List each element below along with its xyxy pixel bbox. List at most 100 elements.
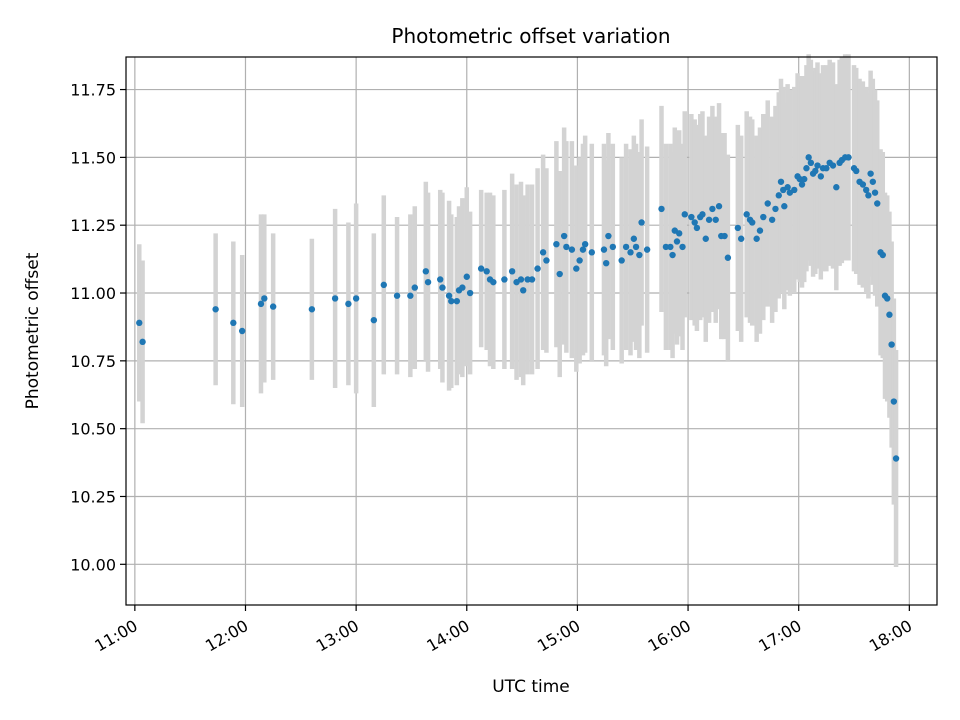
data-point [508, 268, 516, 275]
data-point [556, 270, 563, 278]
y-tick-label: 10.25 [70, 487, 116, 506]
data-point [734, 224, 742, 232]
data-points [136, 154, 900, 462]
data-point [865, 192, 872, 199]
data-point [869, 178, 877, 185]
data-point [539, 249, 547, 256]
data-point [658, 205, 665, 213]
data-point [463, 273, 470, 280]
data-point [772, 205, 779, 213]
data-point [867, 170, 874, 177]
data-point [630, 235, 638, 242]
data-point [517, 276, 525, 283]
data-point [501, 276, 508, 283]
data-point [483, 268, 490, 275]
data-point [801, 175, 808, 183]
data-point [803, 165, 810, 172]
data-point [370, 316, 378, 324]
data-point [230, 319, 237, 327]
data-point [528, 276, 536, 283]
data-point [445, 292, 453, 299]
data-point [393, 292, 401, 299]
data-point [568, 246, 576, 253]
data-point [715, 203, 723, 210]
data-point [805, 154, 812, 161]
data-point [466, 289, 474, 297]
data-point [784, 184, 791, 191]
data-point [888, 341, 895, 348]
data-point [437, 276, 444, 283]
data-point [407, 292, 414, 299]
data-point [424, 278, 432, 286]
data-point [490, 278, 497, 286]
data-point [712, 216, 719, 223]
data-point [879, 251, 886, 259]
data-point [791, 186, 798, 194]
data-point [688, 213, 695, 221]
data-point [636, 251, 643, 259]
data-point [817, 173, 825, 180]
data-point [308, 306, 316, 313]
data-point [345, 300, 352, 308]
data-point [627, 249, 634, 256]
data-point [845, 154, 852, 161]
data-point [760, 213, 767, 221]
data-point [691, 219, 698, 226]
data-point [605, 232, 612, 240]
data-point [588, 249, 595, 256]
data-point [814, 162, 821, 169]
data-point [768, 216, 776, 223]
data-point [693, 224, 701, 232]
data-point [520, 287, 527, 294]
y-tick-label: 11.75 [70, 81, 116, 100]
data-point [563, 243, 570, 251]
y-tick-label: 11.25 [70, 216, 116, 235]
data-point [781, 203, 788, 210]
plot-frame [125, 56, 938, 606]
data-point [576, 257, 583, 264]
data-point [874, 200, 881, 207]
data-point [749, 219, 756, 226]
data-point [600, 246, 608, 253]
data-point [136, 319, 143, 327]
data-point [579, 246, 587, 253]
data-point [477, 265, 485, 272]
data-point [622, 243, 630, 251]
data-point [753, 235, 760, 242]
data-point [669, 251, 676, 259]
data-point [886, 311, 893, 318]
data-point [662, 243, 670, 251]
data-point [807, 159, 815, 167]
data-point [705, 216, 713, 223]
data-point [796, 175, 804, 183]
data-point [524, 276, 531, 283]
data-point [829, 162, 837, 169]
data-point [352, 295, 360, 302]
y-tick-label: 11.50 [70, 148, 116, 167]
data-point [139, 338, 146, 346]
data-point [257, 300, 265, 308]
data-point [798, 181, 806, 188]
y-tick-label: 10.75 [70, 352, 116, 371]
data-point [823, 165, 830, 172]
data-point [553, 240, 560, 248]
y-tick-label: 10.50 [70, 420, 116, 439]
data-point [534, 265, 541, 272]
data-point [764, 200, 771, 207]
data-point [859, 181, 867, 188]
data-point [459, 284, 466, 291]
data-point [638, 219, 645, 226]
data-point [632, 243, 640, 251]
y-axis-label: Photometric offset [23, 252, 43, 409]
data-point [643, 246, 651, 253]
data-point [724, 254, 732, 261]
data-point [871, 189, 879, 196]
data-point [448, 297, 455, 305]
data-point [422, 268, 430, 275]
data-point [775, 192, 782, 199]
data-point [673, 238, 681, 245]
data-point [269, 303, 277, 310]
data-point [212, 306, 219, 313]
data-point [238, 327, 246, 335]
